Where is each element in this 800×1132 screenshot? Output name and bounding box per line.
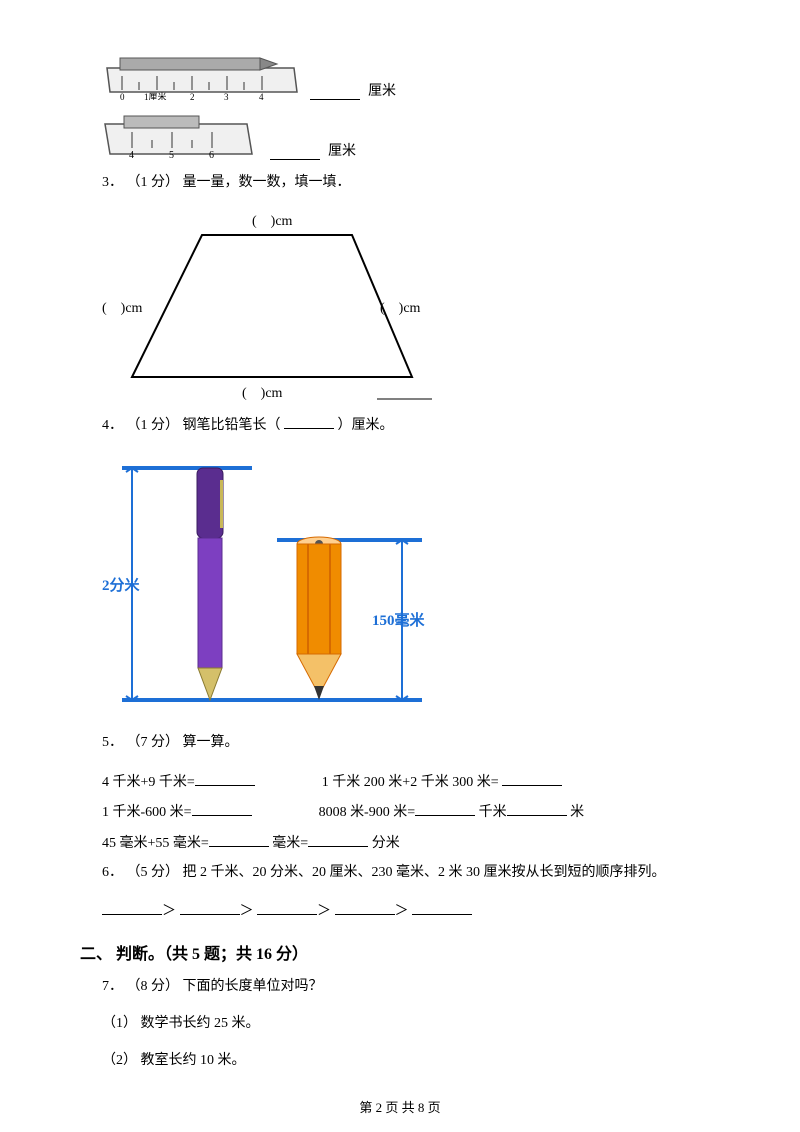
q5-r2-mid: 千米 — [479, 805, 507, 820]
ruler2-blank[interactable] — [270, 144, 320, 160]
ruler2-mark-4: 4 — [129, 150, 134, 160]
ruler1-mark-4: 4 — [259, 92, 264, 100]
q3-text: 量一量，数一数，填一填． — [183, 175, 351, 190]
pens-figure: 2分米 150毫米 — [102, 450, 432, 720]
ruler2-mark-5: 5 — [169, 150, 174, 160]
q4-number: 4． — [102, 418, 123, 433]
q6-blank-1[interactable] — [102, 899, 162, 915]
q5-r2-right-blank1[interactable] — [415, 800, 475, 816]
ruler2-row: 4 5 6 厘米 — [102, 110, 720, 160]
q4-text-b: ）厘米。 — [338, 418, 394, 433]
q6-sep-2: ＞ — [240, 904, 254, 919]
q6-sep-3: ＞ — [317, 904, 331, 919]
q4-points: （1 分） — [127, 418, 180, 433]
q3-points: （1 分） — [127, 175, 180, 190]
question-6: 6． （5 分） 把 2 千米、20 分米、20 厘米、230 毫米、2 米 3… — [80, 860, 720, 885]
q5-r2-right-blank2[interactable] — [507, 800, 567, 816]
ruler1-mark-1: 1厘米 — [144, 91, 167, 100]
q6-sep-1: ＞ — [162, 904, 176, 919]
q7-points: （8 分） — [127, 979, 180, 994]
ruler1-mark-3: 3 — [224, 92, 229, 100]
q5-row-1: 4 千米+9 千米= 1 千米 200 米+2 千米 300 米= — [80, 768, 720, 799]
ruler1-row: 0 1厘米 2 3 4 厘米 — [102, 50, 720, 100]
q5-r2-tail: 米 — [570, 805, 584, 820]
q6-blank-2[interactable] — [180, 899, 240, 915]
q6-blank-5[interactable] — [412, 899, 472, 915]
question-4: 4． （1 分） 钢笔比铅笔长（ ）厘米。 — [80, 413, 720, 438]
q5-text: 算一算。 — [183, 735, 239, 750]
q3-number: 3． — [102, 175, 123, 190]
q6-answer-row: ＞ ＞ ＞ ＞ — [80, 897, 720, 928]
q5-points: （7 分） — [127, 735, 180, 750]
q5-row-3: 45 毫米+55 毫米= 毫米= 分米 — [80, 829, 720, 860]
trap-left-label: ( )cm — [102, 301, 143, 316]
q5-r3-mid: 毫米= — [272, 836, 308, 851]
q5-row-2: 1 千米-600 米= 8008 米-900 米= 千米 米 — [80, 798, 720, 829]
q6-sep-4: ＞ — [395, 904, 409, 919]
ruler2-image: 4 5 6 — [102, 110, 262, 160]
q6-blank-4[interactable] — [335, 899, 395, 915]
q5-number: 5． — [102, 735, 123, 750]
fountain-label: 2分米 — [102, 576, 141, 594]
ruler1-image: 0 1厘米 2 3 4 — [102, 50, 302, 100]
q6-text: 把 2 千米、20 分米、20 厘米、230 毫米、2 米 30 厘米按从长到短… — [183, 865, 666, 880]
trapezoid-figure: ( )cm ( )cm ( )cm ( )cm — [102, 207, 432, 407]
q4-blank[interactable] — [284, 413, 334, 429]
trap-bottom-label: ( )cm — [242, 386, 283, 401]
ruler2-mark-6: 6 — [209, 150, 214, 160]
q6-number: 6． — [102, 865, 123, 880]
q7-sub-2: （2） 教室长约 10 米。 — [80, 1048, 720, 1073]
q5-r3-blank2[interactable] — [308, 831, 368, 847]
ruler1-blank[interactable] — [310, 84, 360, 100]
ruler1-unit: 厘米 — [368, 80, 396, 100]
trap-top-label: ( )cm — [252, 214, 293, 229]
q5-r3-blank1[interactable] — [209, 831, 269, 847]
q5-r2-left-blank[interactable] — [192, 800, 252, 816]
question-7: 7． （8 分） 下面的长度单位对吗？ — [80, 974, 720, 999]
page-footer: 第 2 页 共 8 页 — [0, 1097, 800, 1116]
q7-number: 7． — [102, 979, 123, 994]
trap-right-label: ( )cm — [380, 301, 421, 316]
q5-r1-left: 4 千米+9 千米= — [102, 775, 195, 790]
question-5: 5． （7 分） 算一算。 — [80, 730, 720, 755]
q7-text: 下面的长度单位对吗？ — [183, 979, 323, 994]
pencil-label: 150毫米 — [372, 611, 426, 629]
question-3: 3． （1 分） 量一量，数一数，填一填． — [80, 170, 720, 195]
q6-points: （5 分） — [127, 865, 180, 880]
ruler2-unit: 厘米 — [328, 140, 356, 160]
q4-text-a: 钢笔比铅笔长（ — [183, 418, 281, 433]
q5-r3-tail: 分米 — [372, 836, 400, 851]
q5-r1-right-blank[interactable] — [502, 770, 562, 786]
ruler1-mark-0: 0 — [120, 92, 125, 100]
q5-r1-right: 1 千米 200 米+2 千米 300 米= — [322, 775, 502, 790]
q5-r2-right: 8008 米-900 米= — [319, 805, 416, 820]
q5-r1-left-blank[interactable] — [195, 770, 255, 786]
ruler1-mark-2: 2 — [190, 92, 195, 100]
q5-r2-left: 1 千米-600 米= — [102, 805, 192, 820]
q5-r3-left: 45 毫米+55 毫米= — [102, 836, 209, 851]
q7-sub-1: （1） 数学书长约 25 米。 — [80, 1011, 720, 1036]
q6-blank-3[interactable] — [257, 899, 317, 915]
section-2-heading: 二、 判断。（共 5 题；共 16 分） — [80, 940, 720, 964]
